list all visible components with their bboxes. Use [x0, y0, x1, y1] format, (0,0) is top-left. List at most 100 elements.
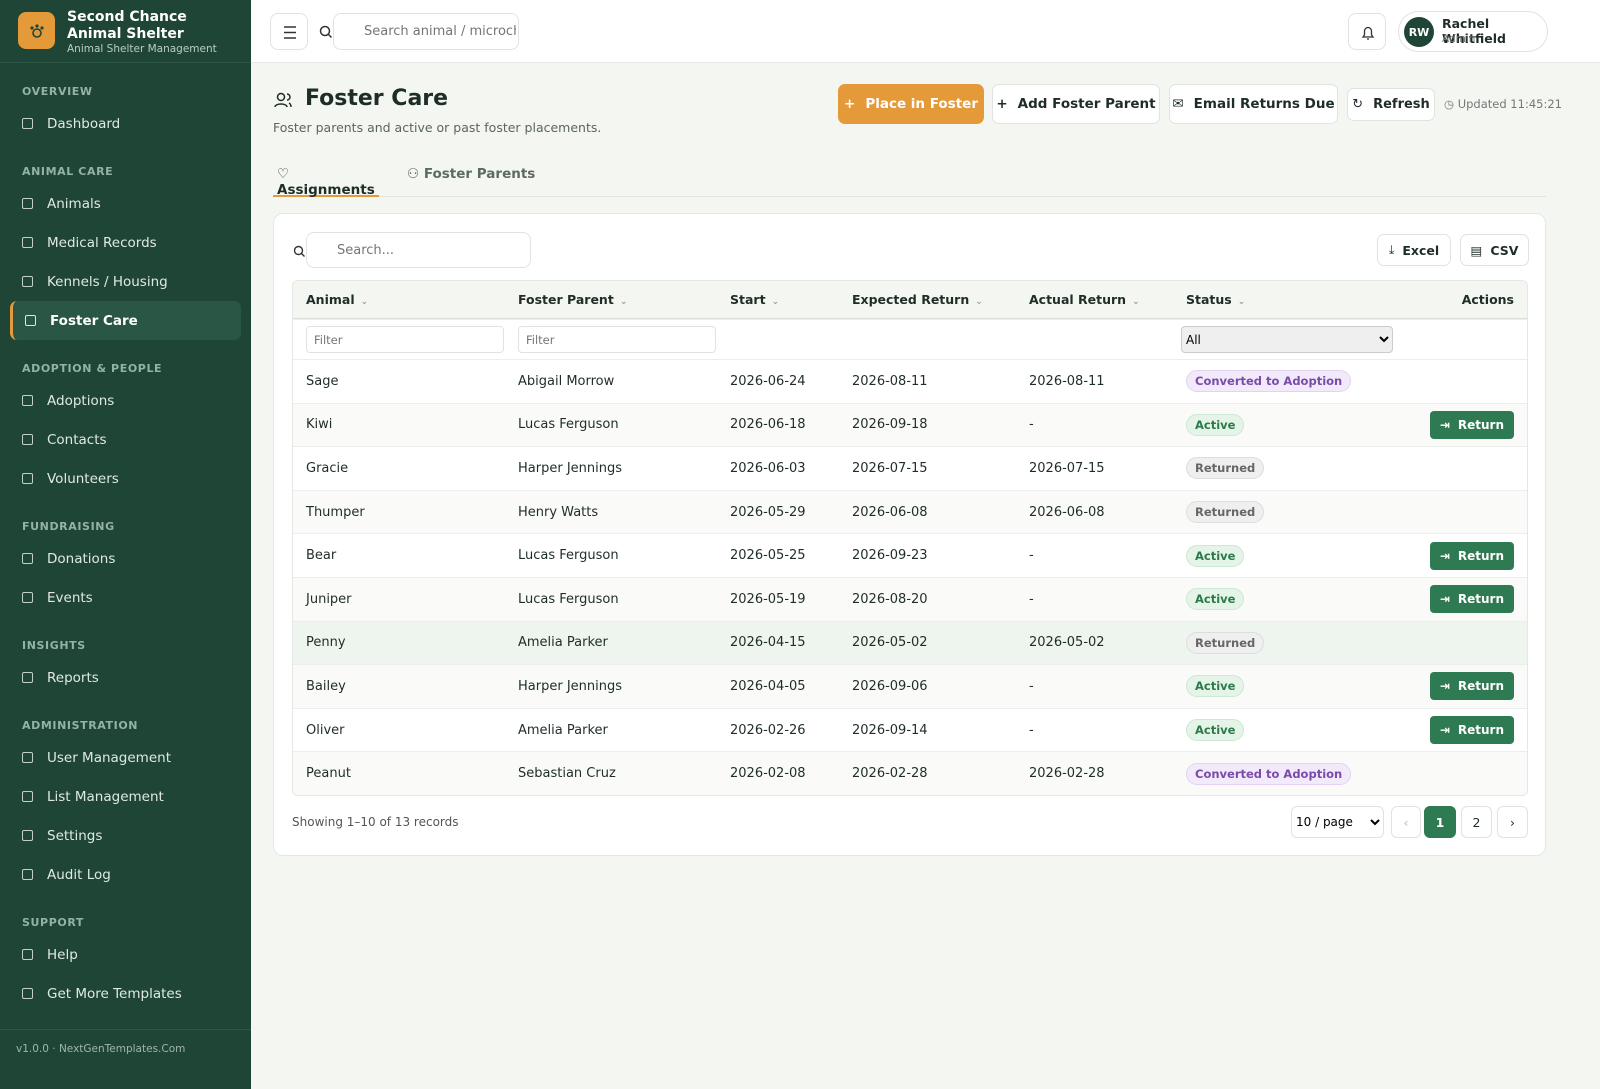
table-cell: Active [1173, 413, 1373, 436]
nav-item[interactable]: Animals [10, 184, 241, 223]
return-button[interactable]: ⇥ Return [1429, 410, 1514, 439]
nav-label: Contacts [47, 431, 107, 448]
table-row: Penny Amelia Parker 2026-04-15 2026-05-02 20… [293, 620, 1527, 665]
table-cell: Abigail Morrow [505, 374, 717, 389]
return-button[interactable]: ⇥ Return [1429, 672, 1514, 701]
csv-button[interactable]: ▤ CSV [1460, 234, 1529, 266]
add-foster-parent-button[interactable]: + Add Foster Parent [992, 84, 1160, 124]
return-button[interactable]: ⇥ Return [1429, 585, 1514, 614]
table-cell: Henry Watts [505, 505, 717, 520]
nav-item[interactable]: Foster Care [10, 301, 241, 340]
cell-text: Abigail Morrow [518, 373, 615, 389]
return-icon: ⇥ [1439, 592, 1450, 607]
filter-row: All [293, 319, 1527, 359]
table-cell: 2026-07-15 [839, 461, 1016, 476]
status-badge: Converted to Adoption [1186, 370, 1352, 393]
table-cell: 2026-02-26 [717, 723, 839, 738]
prev-page[interactable]: ‹ [1391, 806, 1421, 838]
table-row: Juniper Lucas Ferguson 2026-05-19 2026-08-2… [293, 576, 1527, 621]
next-page[interactable]: › [1497, 806, 1528, 838]
place-in-foster-button[interactable]: + Place in Foster [838, 84, 984, 124]
page-button[interactable]: 2 [1461, 806, 1492, 838]
cell-text: 2026-05-02 [1029, 635, 1105, 651]
return-icon: ⇥ [1439, 723, 1450, 738]
cell-text: 2026-09-23 [852, 548, 928, 564]
global-search[interactable] [333, 13, 519, 50]
table-row: Kiwi Lucas Ferguson 2026-06-18 2026-09-18 - A… [293, 402, 1527, 447]
menu-button[interactable] [270, 13, 308, 50]
column-header[interactable]: Animal ⌄ [293, 292, 505, 307]
return-button[interactable]: ⇥ Return [1429, 716, 1514, 745]
nav-label: Reports [47, 669, 99, 686]
table-cell: - [1016, 417, 1173, 432]
table-row: Bear Lucas Ferguson 2026-05-25 2026-09-23 - A… [293, 533, 1527, 577]
column-header[interactable]: Expected Return ⌄ [839, 292, 1016, 307]
nav-item[interactable]: Audit Log [10, 855, 241, 894]
filter-cell [505, 326, 717, 353]
nav-item[interactable]: Settings [10, 816, 241, 855]
tab[interactable]: ⚇ Foster Parents [407, 166, 536, 182]
nav-item[interactable]: Volunteers [10, 459, 241, 498]
return-button[interactable]: ⇥ Return [1429, 541, 1514, 570]
nav-label: Donations [47, 550, 116, 567]
column-filter[interactable] [518, 326, 716, 353]
column-header[interactable]: Actual Return ⌄ [1016, 292, 1173, 307]
email-returns-button[interactable]: ✉ Email Returns Due [1169, 84, 1338, 124]
nav-icon [22, 118, 33, 129]
nav-item[interactable]: Dashboard [10, 104, 241, 143]
nav-item[interactable]: Reports [10, 658, 241, 697]
return-icon: ⇥ [1439, 679, 1450, 694]
search-icon [293, 245, 305, 257]
tab-active[interactable]: ♡ Assignments [273, 166, 379, 198]
nav-item[interactable]: List Management [10, 777, 241, 816]
refresh-button[interactable]: ↻ Refresh [1347, 88, 1435, 121]
nav-item[interactable]: User Management [10, 738, 241, 777]
nav-icon [22, 276, 33, 287]
nav-label: Audit Log [47, 866, 111, 883]
table-search[interactable] [306, 232, 531, 268]
nav-item[interactable]: Contacts [10, 420, 241, 459]
cell-text: Sage [306, 373, 339, 389]
table-cell: 2026-04-15 [717, 635, 839, 650]
cell-text: Oliver [306, 722, 345, 738]
table-cell: Amelia Parker [505, 723, 717, 738]
nav-label: Volunteers [47, 470, 119, 487]
nav-item[interactable]: Kennels / Housing [10, 262, 241, 301]
table-row: Thumper Henry Watts 2026-05-29 2026-06-08 20… [293, 489, 1527, 534]
sort-caret: ⌄ [619, 297, 628, 307]
column-filter[interactable] [306, 326, 504, 353]
nav-label: Dashboard [47, 115, 121, 132]
table-cell: Juniper [293, 592, 505, 607]
nav-section: SUPPORT [22, 916, 85, 929]
nav-item[interactable]: Get More Templates [10, 974, 241, 1013]
column-header[interactable]: Status ⌄ [1173, 292, 1373, 307]
table-cell: 2026-05-02 [839, 635, 1016, 650]
table-cell: Thumper [293, 505, 505, 520]
table-cell: ⇥ Return [1373, 585, 1527, 614]
notifications[interactable] [1348, 13, 1386, 50]
nav-icon [22, 949, 33, 960]
button-label: Excel [1402, 242, 1440, 258]
nav-item[interactable]: Donations [10, 539, 241, 578]
nav-item[interactable]: Events [10, 578, 241, 617]
sort-caret: ⌄ [1132, 297, 1140, 307]
pagination-summary: Showing 1–10 of 13 records [292, 815, 459, 829]
column-label: Expected Return [852, 292, 970, 307]
nav-icon [22, 237, 33, 248]
table-cell: 2026-05-29 [717, 505, 839, 520]
user-menu[interactable]: RW Rachel Whitfield Admin [1398, 11, 1548, 52]
cell-text: 2026-02-28 [852, 766, 928, 782]
cell-text: 2026-09-06 [852, 678, 928, 694]
column-header[interactable]: Foster Parent ⌄ [505, 292, 717, 307]
nav-item[interactable]: Medical Records [10, 223, 241, 262]
column-header[interactable]: Start ⌄ [717, 292, 839, 307]
button-label: Return [1457, 723, 1504, 738]
table-cell: Lucas Ferguson [505, 548, 717, 563]
table-cell: Gracie [293, 461, 505, 476]
status-filter[interactable]: All [1181, 326, 1393, 353]
nav-item[interactable]: Help [10, 935, 241, 974]
nav-item[interactable]: Adoptions [10, 381, 241, 420]
excel-button[interactable]: ⤓ Excel [1377, 234, 1451, 266]
page-size[interactable]: 10 / page [1291, 806, 1384, 838]
page-button[interactable]: 1 [1424, 806, 1456, 838]
